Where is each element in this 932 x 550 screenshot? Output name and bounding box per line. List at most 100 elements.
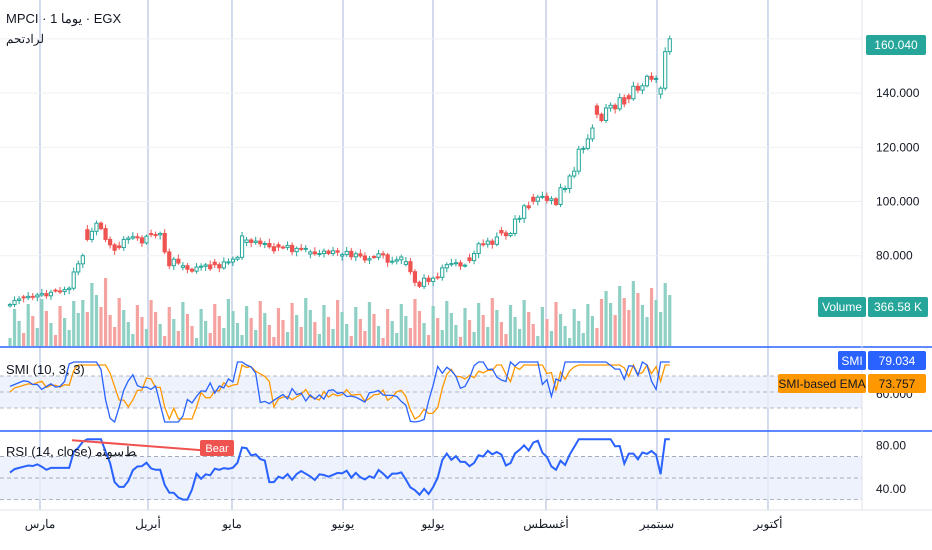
volume-bar [154, 312, 158, 346]
candle-body [208, 264, 213, 270]
last-price-badge-text: 160.040 [874, 38, 918, 52]
volume-bar [613, 315, 617, 346]
candle-body [85, 229, 90, 240]
candle-body [362, 255, 367, 261]
smi-indicator-title[interactable]: SMI (10, 3, 3) [6, 362, 85, 377]
volume-bar [627, 310, 631, 346]
candle-body [7, 303, 13, 307]
candle-body [267, 243, 272, 248]
volume-bar [163, 336, 167, 346]
candle-body [381, 253, 386, 256]
candle-body [144, 235, 149, 244]
symbol-title[interactable]: MPCI · يوما 1 · EGX [6, 11, 122, 26]
candle-body [162, 232, 167, 253]
volume-bar [140, 317, 144, 346]
candle-body [576, 148, 581, 172]
candle-body [540, 195, 545, 198]
candle-body [139, 237, 145, 244]
volume-bar [103, 278, 108, 346]
candle-body [599, 113, 604, 121]
rsi-line [9, 438, 670, 501]
candle-body [585, 138, 590, 149]
volume-bar [245, 306, 249, 346]
rsi-indicator-title[interactable]: RSI (14, close) ﻂﺳﻮﺘﻣ [6, 444, 137, 459]
candle-body [294, 247, 299, 253]
candle-body [12, 299, 17, 305]
volume-bar [345, 324, 349, 346]
candle-body [444, 264, 449, 269]
pane-separators[interactable] [0, 346, 932, 432]
candle-body [440, 267, 445, 278]
candle-body [453, 262, 458, 265]
candle-body [626, 95, 631, 100]
candle-body [499, 229, 504, 234]
smi-pane-plot [0, 360, 862, 424]
candle-body [126, 237, 131, 240]
volume-bar [108, 315, 112, 346]
volume-bar [272, 337, 276, 346]
candle-body [57, 290, 63, 293]
candle-body [103, 228, 108, 240]
candle-body [194, 266, 199, 272]
volume-bar [572, 309, 576, 346]
volume-bar [122, 310, 126, 346]
volume-bar [149, 300, 153, 346]
candle-body [21, 296, 26, 299]
volume-bar [222, 328, 226, 346]
candle-body [285, 244, 290, 249]
volume-bar [659, 312, 663, 346]
volume-bar [117, 298, 121, 346]
ema-label-badge [778, 374, 866, 393]
volume-bar [581, 333, 585, 346]
volume-bar [381, 338, 385, 346]
volume-bar [144, 329, 149, 346]
last-price-badge [866, 35, 926, 55]
volume-bar [194, 338, 199, 346]
candle-body [308, 251, 313, 255]
volume-bar [495, 310, 499, 346]
candle-body [239, 235, 245, 258]
volume-bar [636, 293, 640, 346]
ema-value-text: 73.757 [879, 377, 916, 391]
volume-bar [513, 317, 517, 346]
candle-body [312, 251, 317, 255]
volume-bar [76, 313, 80, 346]
candle-body [435, 276, 440, 279]
volume-value-text: 366.58 K [874, 300, 922, 314]
candle-body [490, 240, 495, 245]
candle-body [431, 277, 436, 282]
volume-bar [436, 318, 440, 346]
volume-bar [308, 310, 312, 346]
volume-bar [22, 333, 26, 346]
candle-body [635, 85, 640, 91]
candle-body [17, 298, 22, 301]
volume-bar [463, 308, 467, 346]
volume-bar [422, 323, 426, 346]
symbol-subtitle: لرادتحم [6, 32, 45, 46]
candle-body [89, 230, 95, 240]
volume-bar [499, 322, 503, 346]
volume-bar [654, 300, 658, 346]
bear-divergence-line [71, 439, 213, 453]
month-label: مايو [221, 517, 242, 531]
candle-body [158, 232, 163, 236]
candle-body [326, 250, 331, 255]
volume-bar [290, 303, 294, 346]
volume-bars [8, 278, 672, 346]
candle-body [462, 264, 468, 267]
bear-label: Bear [205, 443, 229, 455]
candle-body [117, 245, 122, 249]
bear-label-box [200, 440, 234, 456]
candle-body [212, 261, 217, 266]
volume-label-text: Volume [822, 300, 862, 314]
candle-body [572, 170, 577, 177]
volume-bar [8, 338, 12, 346]
volume-bar [217, 316, 221, 346]
price-candles [7, 35, 672, 308]
candle-body [412, 271, 418, 283]
candle-body [563, 187, 568, 190]
volume-bar [458, 337, 463, 346]
volume-bar [408, 328, 412, 346]
volume-bar [35, 328, 39, 346]
candle-body [335, 250, 340, 253]
